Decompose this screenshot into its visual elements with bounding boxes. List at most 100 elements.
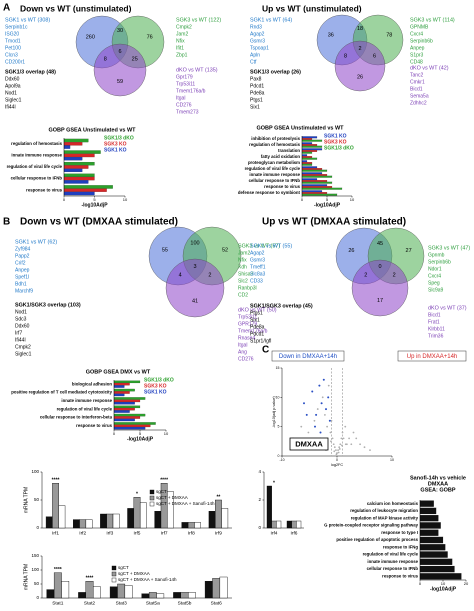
category-label: response to type I: [381, 530, 418, 535]
gene: Spef1l: [15, 274, 29, 280]
point: [369, 449, 371, 452]
panel-label: A: [3, 3, 10, 14]
point: [328, 419, 331, 422]
bar: [167, 491, 174, 529]
bar: [301, 154, 308, 157]
bar: [301, 156, 313, 158]
point: [348, 437, 350, 440]
point: [319, 431, 322, 434]
venn-count: 76: [147, 34, 153, 40]
bar: [113, 393, 125, 397]
point: [340, 437, 343, 440]
gene: CD33: [250, 278, 263, 284]
gene: Apln: [250, 52, 260, 58]
x-tick-label: 5: [139, 431, 142, 436]
bar: [154, 511, 162, 529]
gene: GPR179: [238, 321, 257, 327]
bar: [78, 592, 87, 599]
x-axis-label: -log10AdjP: [81, 202, 108, 208]
bar: [113, 397, 146, 400]
bar: [63, 176, 95, 181]
legend-swatch: [149, 501, 155, 507]
point: [341, 444, 343, 447]
bar: [63, 188, 107, 192]
bar: [73, 519, 80, 529]
venn-count: 26: [348, 248, 354, 254]
x-tick-label: Stat1: [52, 600, 64, 606]
bar: [63, 138, 89, 143]
point: [313, 419, 316, 422]
category-label: regulation of viral life cycle: [363, 552, 419, 557]
bar: [141, 593, 150, 599]
section-heading: Down vs WT (DMXAA stimulated): [20, 217, 178, 228]
gene: Nod1: [5, 90, 17, 96]
gene: CD200r1: [5, 59, 25, 65]
y-tick-label: 10: [276, 395, 280, 399]
y-tick-label: 150: [31, 553, 39, 558]
category-label: regulation of hemostasis: [11, 141, 62, 146]
category-label: proteoglycan metabolism: [248, 160, 300, 165]
x-tick-label: 10: [350, 197, 355, 202]
category-label: positive regulation of apoptotic process: [336, 537, 418, 542]
gene: Clcn3: [5, 52, 18, 58]
bar: [301, 139, 323, 142]
x-tick-label: 10: [390, 458, 394, 462]
bar: [301, 151, 313, 154]
bar: [63, 168, 83, 173]
venn-count: 36: [328, 32, 334, 38]
chart-title: GOBP GSEA Unstimulated vs WT: [48, 127, 136, 133]
point: [337, 449, 339, 452]
y-tick-label: 5: [278, 425, 280, 429]
x-tick-label: 0: [419, 581, 422, 586]
panel-label: B: [3, 217, 10, 228]
gene: Cmkr1: [410, 79, 425, 85]
bar: [301, 190, 323, 193]
gene: S1pr1/Igfl: [250, 338, 271, 344]
gene: Tanc2: [410, 72, 424, 78]
bar: [301, 184, 328, 187]
venn-count: 260: [86, 34, 95, 40]
bar: [53, 572, 62, 599]
list-title: SGK1/3 overlap (26): [250, 69, 301, 75]
bar: [148, 592, 157, 599]
point: [311, 390, 314, 393]
x-tick-label: Irf1: [52, 530, 59, 536]
bar: [113, 399, 141, 403]
point: [344, 425, 347, 428]
gene: Siglec1: [5, 97, 22, 103]
point: [355, 437, 358, 440]
category-label: cellular response to interferon-beta: [40, 415, 113, 420]
bar: [215, 499, 222, 529]
point: [339, 443, 342, 446]
venn-count: 18: [357, 26, 363, 32]
bar: [301, 136, 318, 139]
bar: [301, 187, 343, 190]
x-tick-label: Stat2: [84, 600, 96, 606]
gene: Marchf9: [15, 288, 33, 294]
bar: [63, 173, 95, 178]
bar: [113, 424, 151, 428]
gene: Itgal: [238, 342, 247, 348]
gene: Cmpk2: [176, 24, 192, 30]
venn-count: 26: [357, 75, 363, 81]
bar: [301, 162, 313, 164]
gene: Nod1: [15, 309, 27, 315]
x-tick-label: Stat5a: [146, 600, 160, 606]
bar: [301, 142, 313, 145]
bar: [301, 174, 328, 176]
bar: [419, 500, 434, 507]
significance: *: [273, 480, 275, 486]
category-label: response to virus: [76, 423, 112, 428]
bar: [113, 382, 130, 386]
gene: Gsmr3: [250, 38, 265, 44]
gene: CD276: [238, 356, 254, 362]
gene: Zyf984: [15, 246, 31, 252]
gene: Slc2: [238, 278, 248, 284]
gene: Nfix: [238, 257, 247, 263]
venn-count: 17: [377, 298, 383, 304]
gene: Speg: [428, 280, 440, 286]
x-tick-label: Stat6: [211, 600, 223, 606]
gene: Pdcd1: [250, 83, 264, 89]
bar: [194, 522, 201, 529]
bar: [63, 161, 95, 166]
